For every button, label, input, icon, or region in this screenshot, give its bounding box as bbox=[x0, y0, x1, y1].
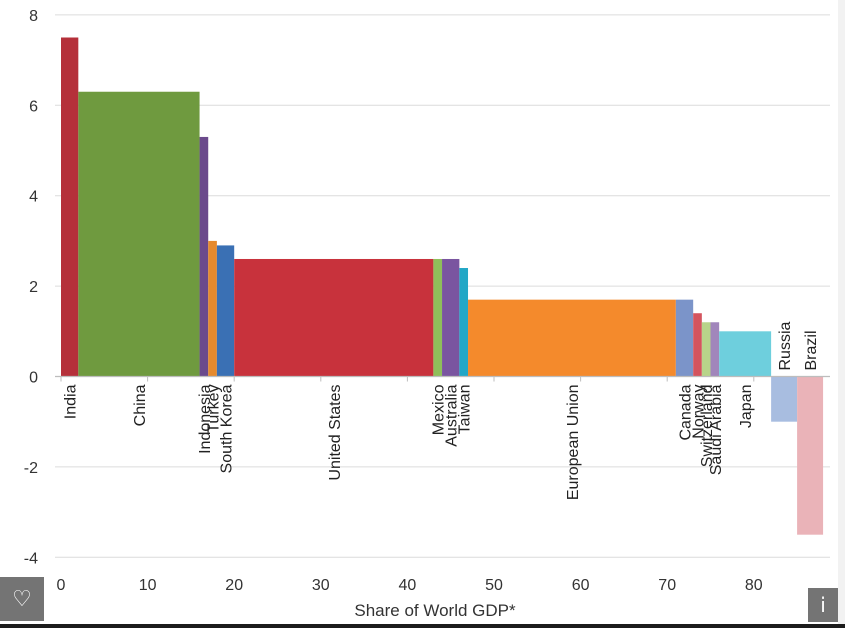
x-tick-label: 10 bbox=[139, 577, 157, 594]
bar-mexico bbox=[433, 258, 443, 377]
x-tick-label: 80 bbox=[745, 577, 763, 594]
country-label: Canada bbox=[678, 384, 695, 440]
country-label: Japan bbox=[738, 385, 755, 429]
country-label: Mexico bbox=[431, 384, 448, 435]
y-tick-label: 8 bbox=[29, 8, 38, 25]
country-label: Switzerland bbox=[699, 385, 716, 468]
country-label: Taiwan bbox=[457, 385, 474, 435]
bars bbox=[61, 37, 824, 535]
y-tick-label: -4 bbox=[24, 550, 38, 567]
zero-axis bbox=[55, 375, 830, 382]
x-axis-label: Share of World GDP* bbox=[354, 601, 516, 620]
x-tick-label: 60 bbox=[572, 577, 590, 594]
x-tick-label: 0 bbox=[57, 577, 66, 594]
info-button[interactable]: i bbox=[808, 588, 838, 622]
heart-icon: ♡ bbox=[12, 586, 32, 612]
country-label: South Korea bbox=[219, 384, 236, 473]
bar-taiwan bbox=[459, 268, 469, 377]
y-tick-label: -2 bbox=[24, 460, 38, 477]
country-label: European Union bbox=[565, 385, 582, 501]
bar-norway bbox=[693, 313, 702, 377]
bar-turkey bbox=[208, 240, 217, 377]
bar-canada bbox=[675, 299, 694, 377]
x-tick-label: 50 bbox=[485, 577, 503, 594]
bottom-edge-bar bbox=[0, 624, 845, 628]
country-label: Saudi Arabia bbox=[708, 384, 725, 475]
x-tick-labels: 0 10 20 30 40 50 60 70 80 bbox=[57, 577, 763, 594]
x-tick-label: 30 bbox=[312, 577, 330, 594]
bar-switzerland bbox=[701, 322, 711, 377]
country-label: Russia bbox=[777, 321, 794, 370]
x-tick-label: 70 bbox=[658, 577, 676, 594]
bar-india bbox=[61, 37, 79, 377]
x-tick-label: 20 bbox=[225, 577, 243, 594]
bar-japan bbox=[719, 331, 772, 377]
country-label: China bbox=[132, 384, 149, 426]
right-edge-strip bbox=[838, 0, 845, 628]
bar-south-korea bbox=[216, 245, 235, 377]
y-tick-labels: -4 -2 0 2 4 6 8 bbox=[24, 8, 38, 567]
x-tick-label: 40 bbox=[399, 577, 417, 594]
bar-china bbox=[78, 91, 200, 377]
bar-united-states bbox=[234, 258, 434, 377]
info-icon: i bbox=[820, 593, 826, 617]
country-label: United States bbox=[327, 385, 344, 481]
bar-australia bbox=[442, 258, 460, 377]
bar-brazil bbox=[797, 376, 824, 535]
country-label: India bbox=[63, 384, 80, 419]
y-tick-label: 0 bbox=[29, 370, 38, 387]
country-label: Norway bbox=[691, 385, 708, 439]
country-label: Brazil bbox=[803, 330, 820, 370]
bar-european-union bbox=[468, 299, 676, 377]
favorite-heart-button[interactable]: ♡ bbox=[0, 577, 44, 621]
bar-russia bbox=[771, 376, 798, 422]
country-label: Australia bbox=[444, 384, 461, 446]
y-tick-label: 4 bbox=[29, 189, 38, 206]
bar-indonesia bbox=[199, 136, 209, 377]
y-tick-label: 6 bbox=[29, 98, 38, 115]
bar-saudi-arabia bbox=[710, 322, 720, 377]
country-label: Turkey bbox=[206, 385, 223, 433]
y-tick-label: 2 bbox=[29, 279, 38, 296]
country-label: Indonesia bbox=[197, 384, 214, 453]
